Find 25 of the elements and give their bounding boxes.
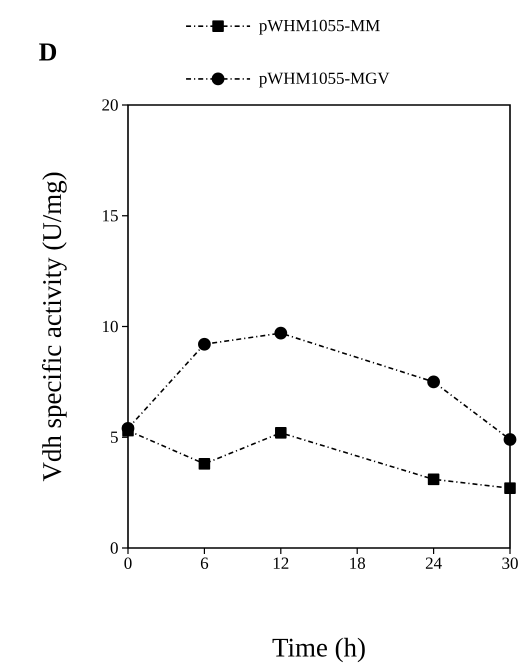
text: D — [39, 43, 56, 60]
x-tick-label: 12 — [274, 558, 288, 569]
legend-label: pWHM1055-MM — [259, 20, 380, 35]
point — [428, 474, 440, 486]
x-tick-label: 18 — [350, 558, 366, 569]
x-tick-label: 24 — [426, 558, 442, 569]
x-axis-title: Time (h) — [272, 638, 365, 662]
point — [122, 424, 134, 436]
point — [274, 326, 288, 340]
point — [198, 458, 210, 470]
x-tick-label: 0 — [124, 558, 132, 569]
y-tick-label: 10 — [103, 320, 118, 332]
x-tick-label: 6 — [200, 558, 208, 569]
y-tick-label: 15 — [103, 210, 118, 222]
legend-label: pWHM1055-MGV — [259, 72, 390, 88]
y-tick-label: 0 — [110, 542, 118, 554]
point — [427, 375, 440, 388]
point — [275, 427, 287, 439]
y-tick-label: 20 — [102, 99, 118, 111]
point — [504, 482, 516, 494]
x-tick-label: 30 — [502, 558, 518, 569]
point — [198, 338, 211, 351]
y-tick-label: 5 — [110, 432, 118, 443]
y-axis-title: Vdh specific activity (U/mg) — [42, 172, 67, 482]
point — [504, 433, 516, 446]
